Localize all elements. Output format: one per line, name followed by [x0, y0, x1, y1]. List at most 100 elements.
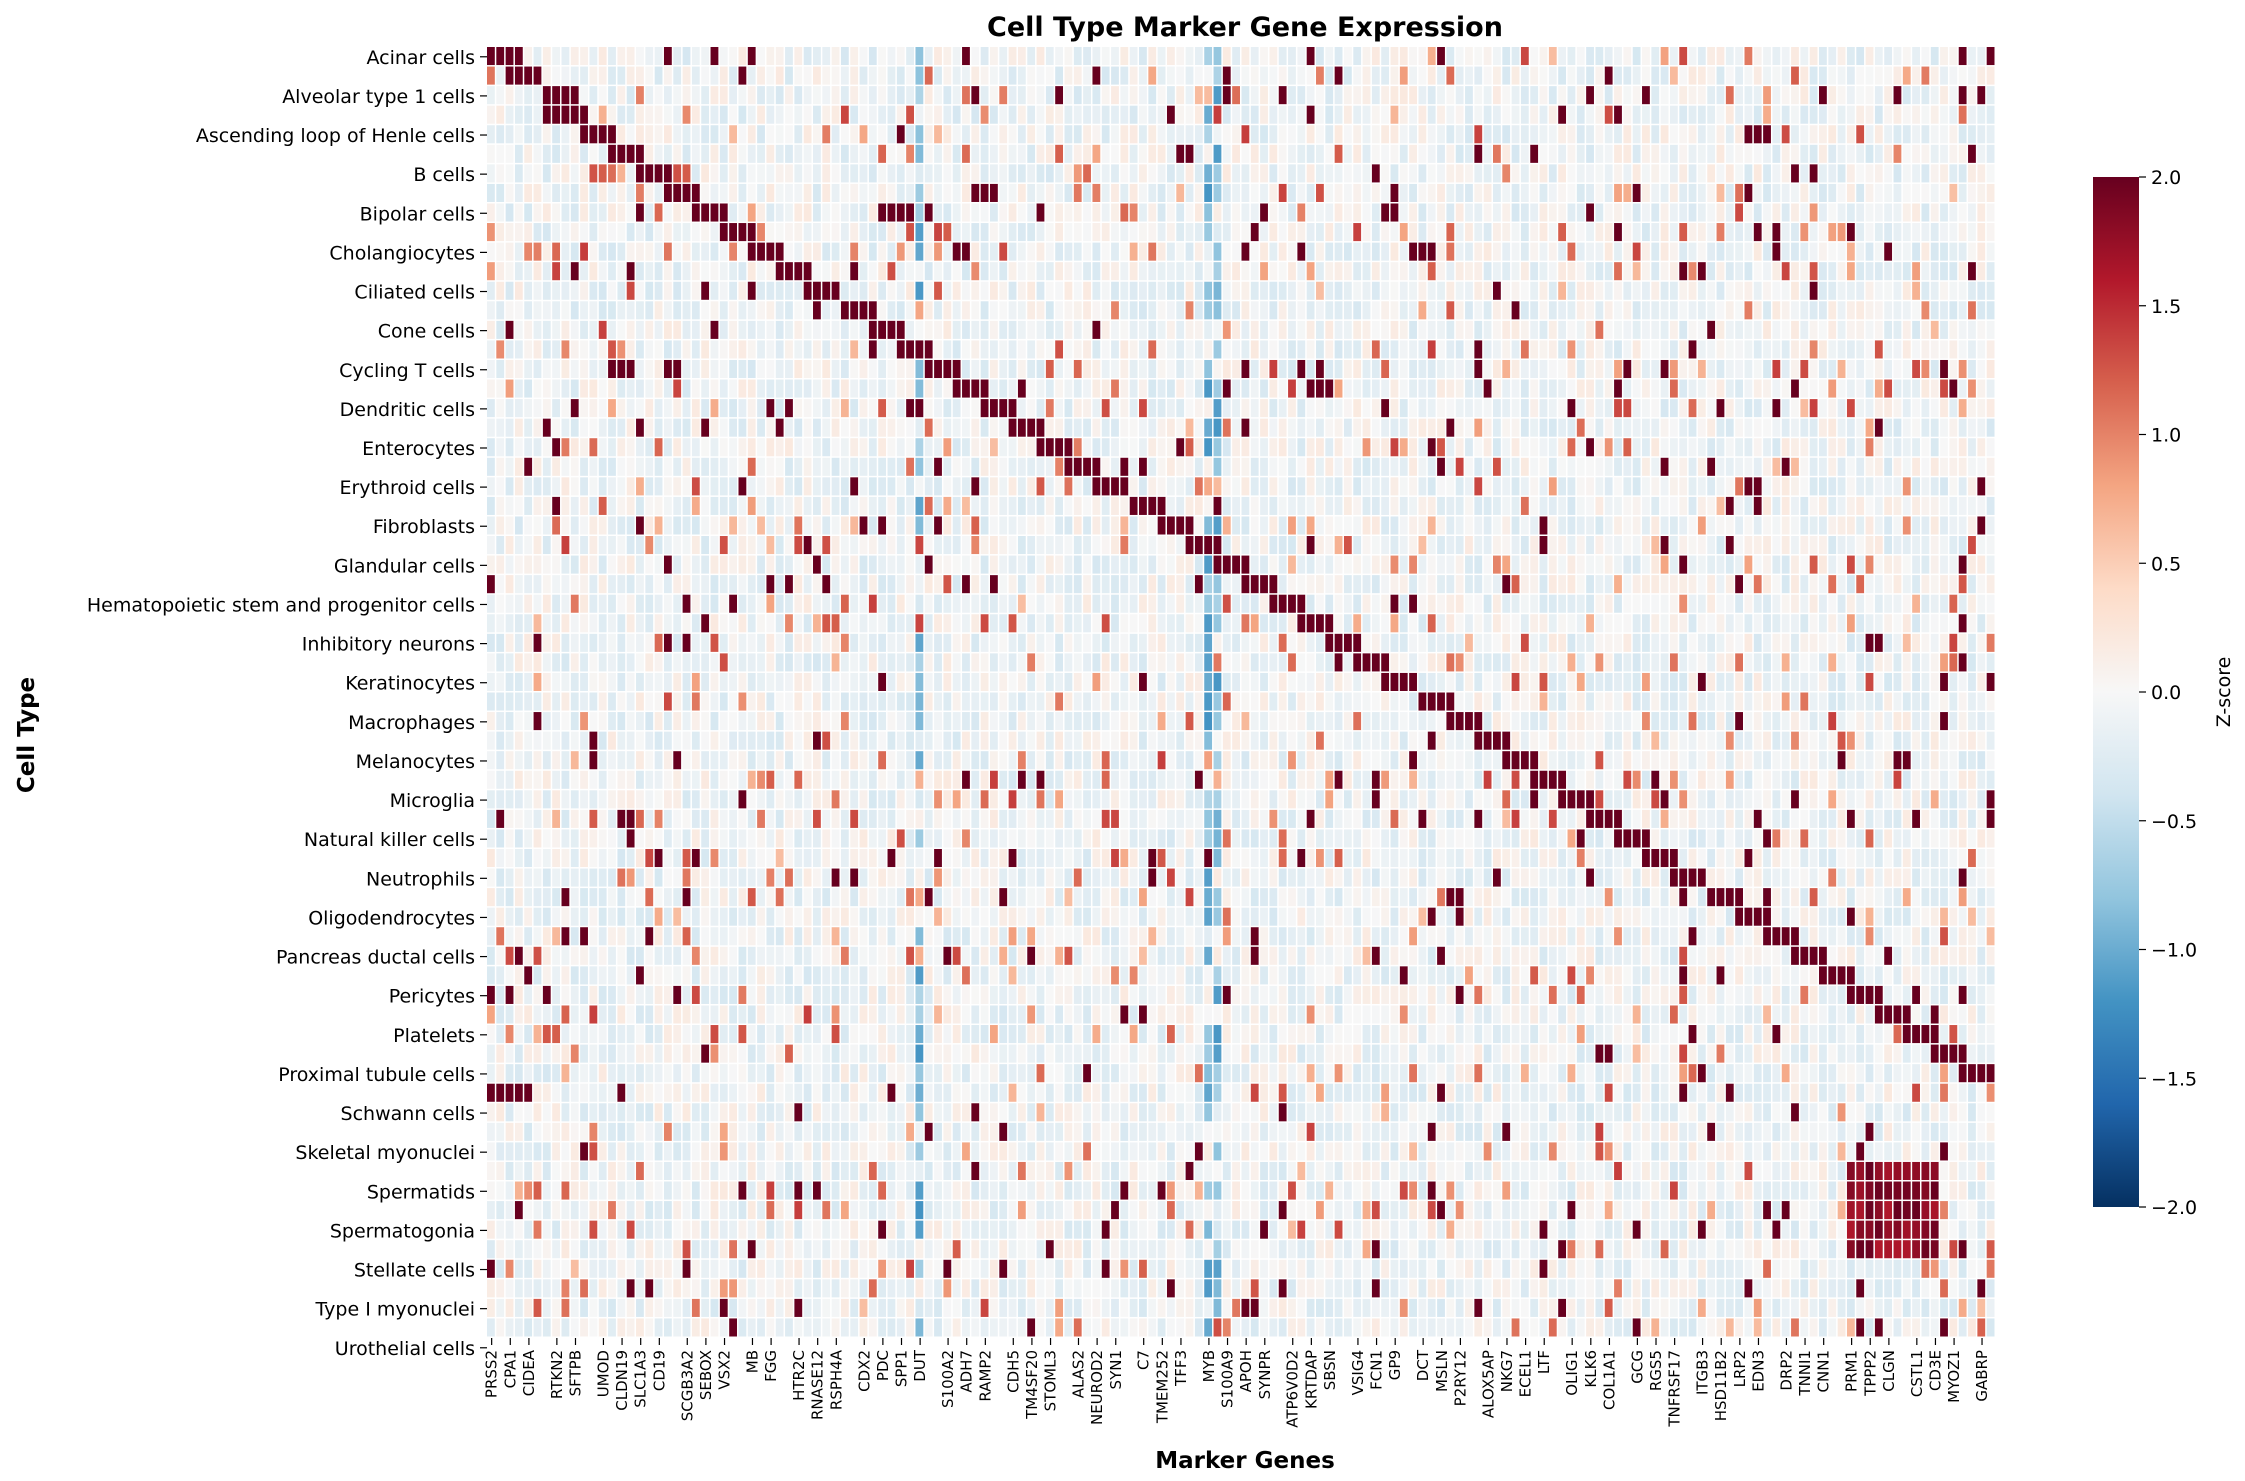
heatmap-cell	[1912, 340, 1920, 359]
heatmap-cell	[1418, 555, 1427, 574]
heatmap-cell	[1567, 183, 1576, 202]
heatmap-cell	[1735, 359, 1743, 379]
heatmap-cell	[1204, 379, 1213, 398]
heatmap-cell	[1669, 340, 1678, 359]
heatmap-cell	[1874, 144, 1883, 163]
heatmap-cell	[1055, 496, 1064, 515]
heatmap-cell	[524, 242, 533, 261]
heatmap-cell	[691, 66, 700, 85]
heatmap-cell	[1614, 203, 1622, 222]
heatmap-cell	[766, 633, 775, 652]
heatmap-cell	[1520, 66, 1529, 85]
heatmap-cell	[663, 262, 672, 281]
heatmap-cell	[1213, 86, 1222, 105]
heatmap-cell	[1427, 457, 1436, 476]
heatmap-cell	[1139, 281, 1147, 300]
heatmap-cell	[813, 183, 821, 202]
heatmap-cell	[1837, 203, 1846, 222]
heatmap-cell	[1027, 105, 1036, 124]
heatmap-cell	[1753, 47, 1762, 66]
heatmap-cell	[924, 203, 933, 222]
heatmap-cell	[1856, 594, 1865, 613]
heatmap-cell	[1306, 438, 1315, 457]
heatmap-cell	[1418, 359, 1427, 379]
heatmap-cell	[1846, 516, 1855, 535]
heatmap-cell	[1940, 66, 1948, 85]
heatmap-cell	[1791, 105, 1799, 124]
heatmap-cell	[1632, 379, 1641, 398]
heatmap-cell	[1465, 47, 1473, 66]
heatmap-cell	[775, 105, 784, 124]
heatmap-cell	[1120, 496, 1129, 515]
heatmap-cell	[1446, 144, 1455, 163]
heatmap-cell	[943, 203, 952, 222]
heatmap-cell	[1912, 516, 1920, 535]
heatmap-cell	[887, 379, 896, 398]
heatmap-cell	[1325, 340, 1334, 359]
heatmap-cell	[1073, 359, 1082, 379]
heatmap-cell	[1707, 183, 1716, 202]
heatmap-cell	[1008, 281, 1017, 300]
heatmap-cell	[813, 594, 821, 613]
heatmap-cell	[896, 105, 905, 124]
heatmap-cell	[1222, 399, 1231, 418]
heatmap-cell	[1958, 399, 1967, 418]
heatmap-cell	[1707, 516, 1716, 535]
heatmap-cell	[813, 555, 821, 574]
heatmap-cell	[1073, 614, 1082, 633]
heatmap-cell	[729, 438, 737, 457]
heatmap-cell	[1753, 105, 1762, 124]
heatmap-cell	[514, 516, 523, 535]
heatmap-cell	[1269, 457, 1278, 476]
heatmap-cell	[1306, 399, 1315, 418]
heatmap-cell	[878, 555, 887, 574]
heatmap-cell	[1316, 320, 1324, 339]
heatmap-cell	[1958, 418, 1967, 437]
heatmap-cell	[1455, 536, 1464, 555]
heatmap-cell	[803, 633, 812, 652]
heatmap-cell	[1446, 125, 1455, 144]
heatmap-cell	[1688, 575, 1697, 594]
heatmap-cell	[1753, 399, 1762, 418]
heatmap-cell	[785, 320, 793, 339]
heatmap-cell	[1865, 418, 1874, 437]
heatmap-cell	[682, 438, 691, 457]
heatmap-cell	[1073, 516, 1082, 535]
heatmap-cell	[1912, 457, 1920, 476]
heatmap-cell	[1465, 183, 1473, 202]
heatmap-cell	[1828, 418, 1837, 437]
heatmap-cell	[1791, 614, 1799, 633]
heatmap-cell	[1558, 183, 1567, 202]
heatmap-cell	[1027, 86, 1036, 105]
heatmap-cell	[1884, 242, 1893, 261]
heatmap-cell	[1763, 262, 1771, 281]
heatmap-cell	[1204, 516, 1213, 535]
heatmap-cell	[636, 379, 644, 398]
heatmap-cell	[1819, 457, 1827, 476]
heatmap-cell	[1725, 281, 1734, 300]
heatmap-cell	[598, 125, 607, 144]
heatmap-cell	[1809, 242, 1818, 261]
heatmap-cell	[1781, 477, 1790, 496]
heatmap-cell	[589, 477, 598, 496]
heatmap-cell	[785, 418, 793, 437]
heatmap-cell	[738, 66, 747, 85]
heatmap-cell	[1744, 477, 1753, 496]
heatmap-cell	[617, 86, 626, 105]
heatmap-cell	[1763, 594, 1771, 613]
heatmap-cell	[617, 203, 626, 222]
heatmap-cell	[1483, 457, 1492, 476]
heatmap-cell	[747, 340, 756, 359]
heatmap-cell	[1166, 86, 1175, 105]
heatmap-cell	[1576, 575, 1585, 594]
heatmap-cell	[1595, 125, 1604, 144]
heatmap-cell	[1092, 633, 1101, 652]
heatmap-cell	[803, 301, 812, 320]
heatmap-cell	[1111, 555, 1119, 574]
heatmap-cell	[1576, 496, 1585, 515]
heatmap-cell	[589, 379, 598, 398]
heatmap-cell	[1157, 262, 1166, 281]
heatmap-cell	[840, 477, 849, 496]
heatmap-cell	[1045, 340, 1054, 359]
heatmap-cell	[1576, 183, 1585, 202]
